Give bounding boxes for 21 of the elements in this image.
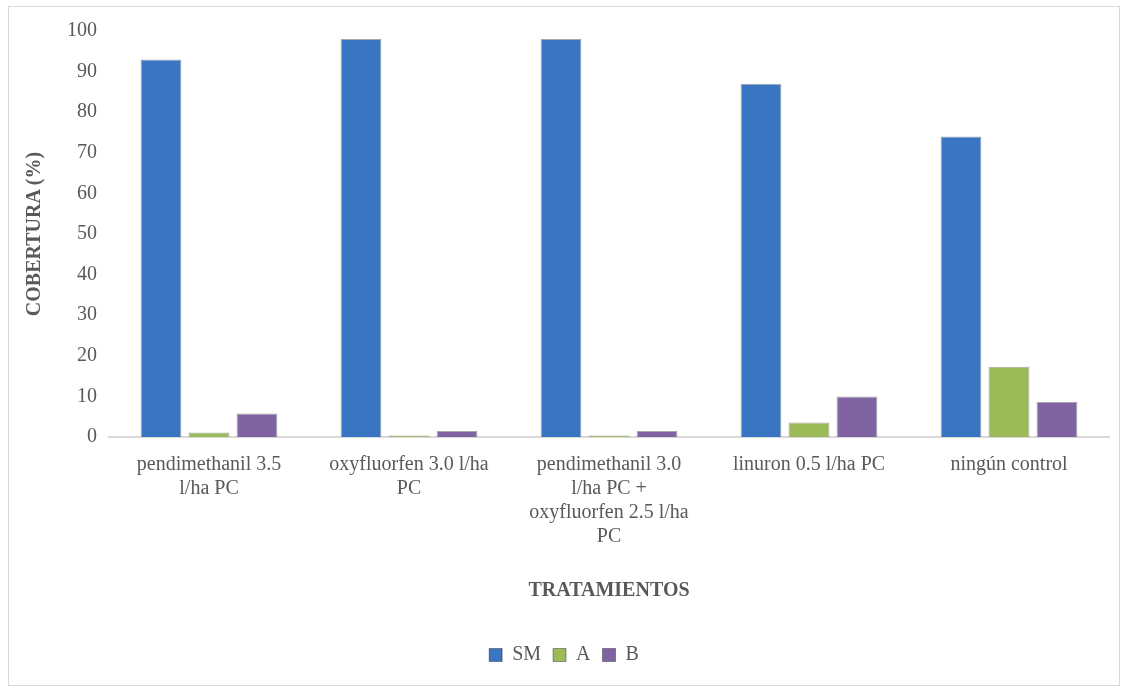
x-tick-label: ningún control [950,452,1069,476]
y-tick-label: 30 [77,302,97,325]
y-tick-label: 70 [77,140,97,163]
y-tick-label: 50 [77,221,97,244]
legend-label: B [625,642,639,665]
y-tick-label: 0 [87,424,97,447]
y-tick-label: 60 [77,180,97,203]
x-tick-label: pendimethanil 3.0 l/ha PC + oxyfluorfen 2.5 l/ha PC [529,452,689,547]
y-tick-label: 90 [77,58,97,81]
y-tick-label: 40 [77,261,97,284]
x-tick-label: oxyfluorfen 3.0 l/ha PC [329,452,489,499]
y-tick-label: 20 [77,343,97,366]
y-axis-title: COBERTURA (%) [22,151,46,317]
legend-label: A [576,642,592,665]
y-tick-label: 80 [77,99,97,122]
x-tick-label: linuron 0.5 l/ha PC [732,452,886,475]
x-tick-label: pendimethanil 3.5 l/ha PC [136,452,282,499]
y-tick-label: 100 [67,18,97,41]
x-axis-title: TRATAMIENTOS [528,578,690,601]
y-tick-label: 10 [77,383,97,406]
legend-label: SM [512,642,542,665]
